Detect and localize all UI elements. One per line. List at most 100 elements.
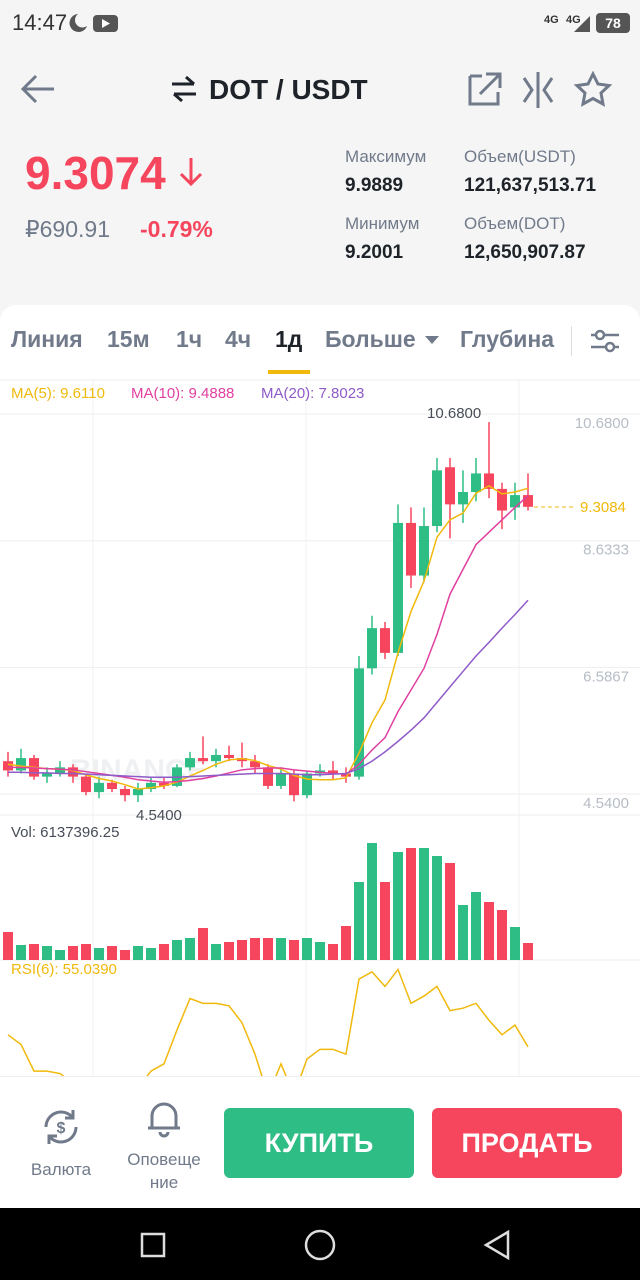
- candle-body: [445, 467, 455, 505]
- signal: [574, 16, 590, 32]
- header-actions[interactable]: [466, 70, 636, 110]
- buy-button[interactable]: КУПИТЬ: [224, 1108, 414, 1178]
- candle-body: [510, 495, 520, 508]
- volume-bar: [289, 940, 299, 960]
- stat-label: Объем(USDT): [464, 147, 576, 166]
- alert-label[interactable]: Оповеще ние: [127, 1150, 201, 1192]
- pair-title[interactable]: DOT / USDT: [209, 74, 368, 105]
- volume-bar: [341, 926, 351, 960]
- swap-icon[interactable]: [168, 74, 200, 104]
- volume-bar: [484, 902, 494, 960]
- volume-label: Vol: 6137396.25: [11, 824, 119, 841]
- back-button[interactable]: [18, 70, 58, 110]
- volume-bar: [471, 892, 481, 960]
- volume-bar: [419, 848, 429, 960]
- y-tick-label: 10.6800: [575, 415, 629, 432]
- tab[interactable]: Больше: [325, 326, 416, 352]
- tab-underline: [268, 370, 310, 374]
- currency-label[interactable]: Валюта: [30, 1160, 92, 1179]
- tab[interactable]: Линия: [11, 326, 83, 352]
- nav-buttons[interactable]: [0, 1208, 640, 1280]
- candle-body: [237, 758, 247, 762]
- candle-body: [419, 526, 429, 576]
- rsi-label: RSI(6): 55.0390: [11, 961, 117, 978]
- candle-body: [250, 761, 260, 768]
- candle-body: [133, 789, 143, 796]
- ma-legend: MA(5): 9.6110: [11, 385, 105, 402]
- stat-label: Минимум: [345, 214, 420, 233]
- status-time: 14:47: [12, 10, 68, 35]
- volume-bar: [406, 848, 416, 960]
- candle-body: [159, 782, 169, 786]
- candle-body: [497, 488, 507, 511]
- candle-body: [42, 773, 52, 777]
- candle-body: [367, 628, 377, 669]
- volume-bar: [224, 942, 234, 960]
- candle-body: [393, 522, 403, 653]
- volume-bar: [497, 910, 507, 960]
- y-tick-label: 6.5867: [583, 668, 629, 685]
- volume-bar: [55, 950, 65, 960]
- candle-body: [484, 473, 494, 489]
- network: 4G: [566, 14, 581, 26]
- fiat-price: ₽690.91: [25, 216, 110, 242]
- candle-body: [380, 628, 390, 653]
- alert-icon[interactable]: [144, 1098, 184, 1138]
- candle-body: [432, 470, 442, 527]
- candle-body: [341, 773, 351, 777]
- candle-body: [471, 473, 481, 492]
- candle-body: [94, 782, 104, 793]
- candle-body: [120, 789, 130, 796]
- candle-body: [81, 776, 91, 793]
- ma-line: [7, 484, 529, 790]
- stat-label: Максимум: [345, 147, 427, 166]
- volume-bar: [250, 938, 260, 960]
- volume-bar: [263, 938, 273, 960]
- candle-body: [354, 668, 364, 777]
- volume-bar: [81, 944, 91, 960]
- y-tick-label: 8.6333: [583, 542, 629, 559]
- dropdown-icon: [425, 336, 439, 344]
- stat-value: 9.2001: [345, 242, 404, 263]
- settings-icon[interactable]: [588, 326, 622, 356]
- stat-value: 9.9889: [345, 175, 404, 196]
- volume-bar: [107, 946, 117, 960]
- tab[interactable]: 4ч: [225, 326, 252, 352]
- currency-icon[interactable]: $: [40, 1106, 82, 1148]
- rsi-line: [7, 967, 529, 1076]
- volume-bar: [133, 946, 143, 960]
- candle-body: [55, 767, 65, 774]
- tab[interactable]: Глубина: [460, 326, 555, 352]
- volume-bar: [510, 927, 520, 960]
- volume-bar: [68, 946, 78, 960]
- candle-body: [198, 758, 208, 762]
- volume-bar: [185, 938, 195, 960]
- volume-bar: [315, 942, 325, 960]
- y-tick-label: 4.5400: [583, 795, 629, 812]
- tab[interactable]: 15м: [107, 326, 150, 352]
- volume-bar: [211, 944, 221, 960]
- price-change: -0.79%: [140, 216, 213, 242]
- ma-legend: MA(10): 9.4888: [131, 385, 234, 402]
- sell-button[interactable]: ПРОДАТЬ: [432, 1108, 622, 1178]
- tab-active[interactable]: 1д: [275, 326, 303, 352]
- tab[interactable]: 1ч: [176, 326, 203, 352]
- volume-bar: [393, 852, 403, 960]
- candle-body: [185, 758, 195, 768]
- svg-text:$: $: [57, 1120, 66, 1137]
- volume-bar: [380, 882, 390, 960]
- candle-body: [3, 761, 13, 771]
- ma-line: [8, 495, 529, 783]
- candle-body: [146, 782, 156, 790]
- chart-panel: [0, 305, 640, 1208]
- volume-bar: [458, 905, 468, 960]
- candle-body: [289, 773, 299, 796]
- candle-body: [302, 773, 312, 796]
- status-icons: [69, 14, 118, 32]
- volume-bar: [237, 940, 247, 960]
- volume-bar: [445, 863, 455, 960]
- stat-value: 12,650,907.87: [464, 242, 586, 263]
- network: 4G: [544, 14, 559, 26]
- volume-bar: [523, 942, 533, 960]
